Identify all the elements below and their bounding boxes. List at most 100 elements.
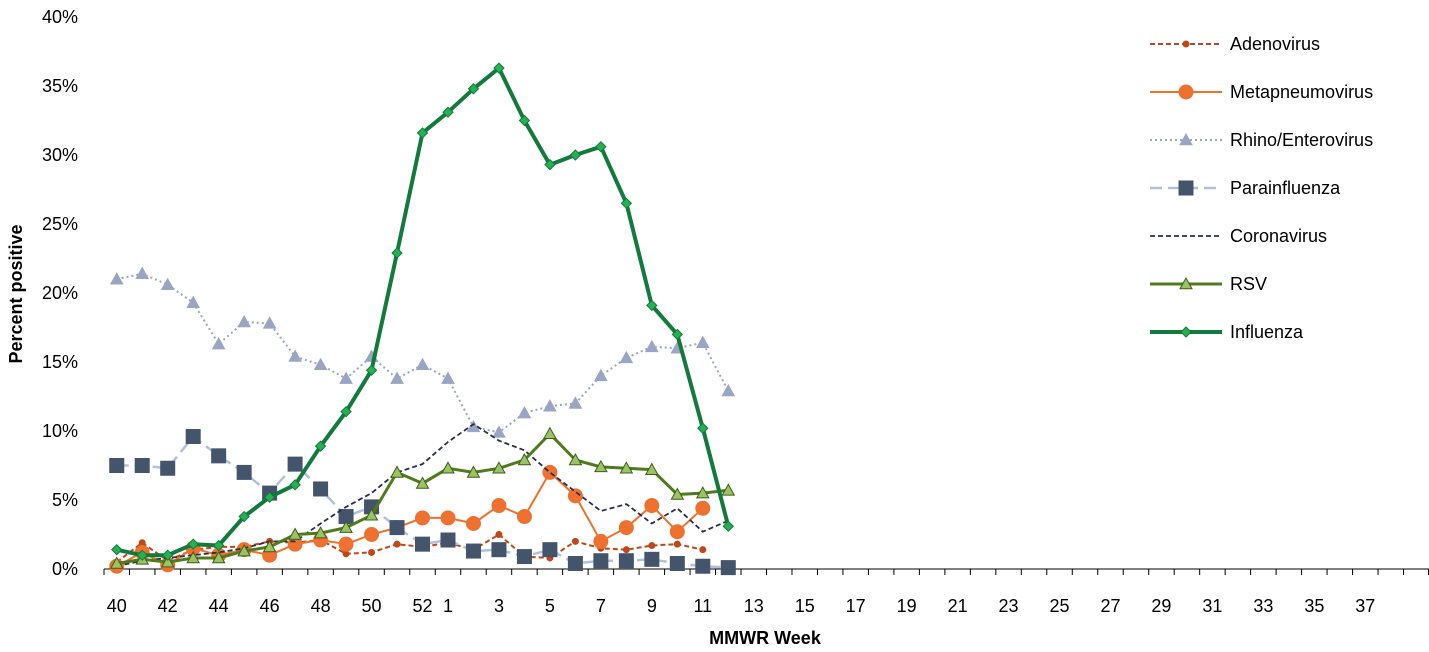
series-adenovirus	[113, 531, 707, 566]
data-point-metapneumovirus	[440, 510, 456, 526]
data-point-rhino-enterovirus	[594, 368, 608, 382]
data-point-adenovirus	[495, 531, 503, 538]
data-point-rsv	[364, 508, 379, 521]
x-tick-label: 31	[1202, 596, 1222, 616]
data-point-adenovirus	[138, 539, 146, 547]
data-point-parainfluenza	[669, 555, 685, 571]
data-point-influenza	[238, 510, 250, 523]
y-tick-label: 5%	[52, 490, 78, 510]
data-point-parainfluenza	[593, 553, 609, 569]
data-point-rsv	[390, 465, 404, 478]
legend-item-metapneumovirus: Metapneumovirus	[1150, 82, 1373, 102]
y-tick-label: 0%	[52, 559, 78, 579]
x-tick-label: 40	[107, 596, 127, 616]
data-point-parainfluenza	[644, 551, 660, 567]
data-point-rsv	[644, 462, 659, 475]
data-point-rsv	[568, 452, 583, 466]
series-layer	[109, 62, 736, 576]
data-point-metapneumovirus	[695, 500, 711, 516]
data-point-parainfluenza	[160, 460, 176, 476]
x-axis-ticks: 40 42 44 46 48 50 52 1 3 5 7 9 11 13 15 17 19 21 23 25 27 29 3…	[103, 569, 1429, 616]
data-point-adenovirus	[571, 537, 579, 545]
data-point-rsv	[619, 461, 634, 474]
x-tick-label: 17	[846, 596, 866, 616]
y-tick-label: 30%	[42, 145, 78, 165]
data-point-influenza	[442, 106, 454, 118]
data-point-rhino-enterovirus	[339, 371, 353, 384]
data-point-influenza	[697, 422, 709, 434]
data-point-rsv	[288, 527, 302, 540]
x-tick-label: 19	[897, 596, 917, 616]
series-line-metapneumovirus	[116, 471, 704, 568]
data-point-rsv	[594, 459, 608, 473]
data-point-influenza	[161, 549, 174, 561]
data-point-rhino-enterovirus	[160, 277, 175, 291]
data-point-influenza	[595, 141, 607, 153]
data-point-metapneumovirus	[491, 498, 507, 514]
legend-item-adenovirus: Adenovirus	[1150, 34, 1320, 54]
data-point-influenza	[620, 197, 633, 210]
legend-label-adenovirus: Adenovirus	[1230, 34, 1320, 54]
data-point-parainfluenza	[516, 549, 532, 565]
data-point-rhino-enterovirus	[721, 383, 736, 397]
y-tick-label: 15%	[42, 352, 78, 372]
data-point-adenovirus	[648, 542, 656, 550]
y-tick-label: 20%	[42, 283, 78, 303]
legend-item-rsv: RSV	[1150, 274, 1267, 294]
legend-label-rhino-enterovirus: Rhino/Enterovirus	[1230, 130, 1373, 150]
data-point-rhino-enterovirus	[390, 371, 404, 384]
data-point-metapneumovirus	[338, 536, 354, 552]
x-tick-label: 13	[744, 596, 764, 616]
legend-label-rsv: RSV	[1230, 274, 1267, 294]
data-point-adenovirus	[622, 546, 630, 554]
data-point-rhino-enterovirus	[211, 337, 226, 350]
data-point-rhino-enterovirus	[619, 350, 634, 364]
legend-label-metapneumovirus: Metapneumovirus	[1230, 82, 1373, 102]
data-point-parainfluenza	[542, 542, 558, 558]
y-axis-ticks: 0% 5% 10% 15% 20% 25% 30% 35% 40%	[42, 7, 78, 579]
x-tick-label: 9	[647, 596, 657, 616]
x-tick-label: 23	[999, 596, 1019, 616]
data-point-metapneumovirus	[364, 527, 380, 542]
data-point-metapneumovirus	[516, 509, 532, 525]
series-influenza	[111, 62, 734, 561]
data-point-parainfluenza	[695, 558, 711, 574]
data-point-rhino-enterovirus	[288, 349, 302, 362]
data-point-metapneumovirus	[644, 498, 660, 514]
data-point-rsv	[517, 452, 532, 466]
data-point-metapneumovirus	[465, 515, 481, 531]
data-point-rsv	[695, 486, 710, 499]
data-point-rhino-enterovirus	[441, 371, 455, 384]
x-tick-label: 15	[795, 596, 815, 616]
data-point-parainfluenza	[720, 560, 736, 576]
legend-item-rhino-enterovirus: Rhino/Enterovirus	[1150, 130, 1373, 150]
legend-label-coronavirus: Coronavirus	[1230, 226, 1327, 246]
y-tick-label: 25%	[42, 214, 78, 234]
data-point-adenovirus	[673, 540, 681, 548]
x-tick-label: 33	[1253, 596, 1273, 616]
data-point-influenza	[518, 114, 531, 127]
data-point-parainfluenza	[109, 458, 125, 473]
data-point-parainfluenza	[313, 481, 329, 497]
data-point-influenza	[544, 158, 556, 171]
y-axis-title: Percent positive	[6, 224, 26, 363]
data-point-influenza	[416, 127, 429, 139]
legend-marker-rsv	[1179, 276, 1193, 290]
x-tick-label: 35	[1304, 596, 1324, 616]
data-point-metapneumovirus	[567, 488, 583, 504]
data-point-metapneumovirus	[593, 533, 609, 549]
x-tick-label: 46	[260, 596, 280, 616]
x-tick-label: 44	[209, 596, 229, 616]
x-tick-label: 48	[311, 596, 331, 616]
x-axis-title: MMWR Week	[709, 628, 822, 648]
data-point-influenza	[187, 538, 199, 550]
legend: Adenovirus Metapneumovirus Rhino/Enterovir…	[1150, 34, 1373, 342]
series-line-coronavirus	[116, 423, 729, 568]
legend-item-coronavirus: Coronavirus	[1150, 226, 1327, 246]
data-point-rsv	[543, 426, 557, 440]
y-tick-label: 10%	[42, 421, 78, 441]
data-point-rsv	[492, 461, 506, 474]
data-point-rhino-enterovirus	[415, 357, 430, 371]
data-point-influenza	[340, 405, 352, 418]
